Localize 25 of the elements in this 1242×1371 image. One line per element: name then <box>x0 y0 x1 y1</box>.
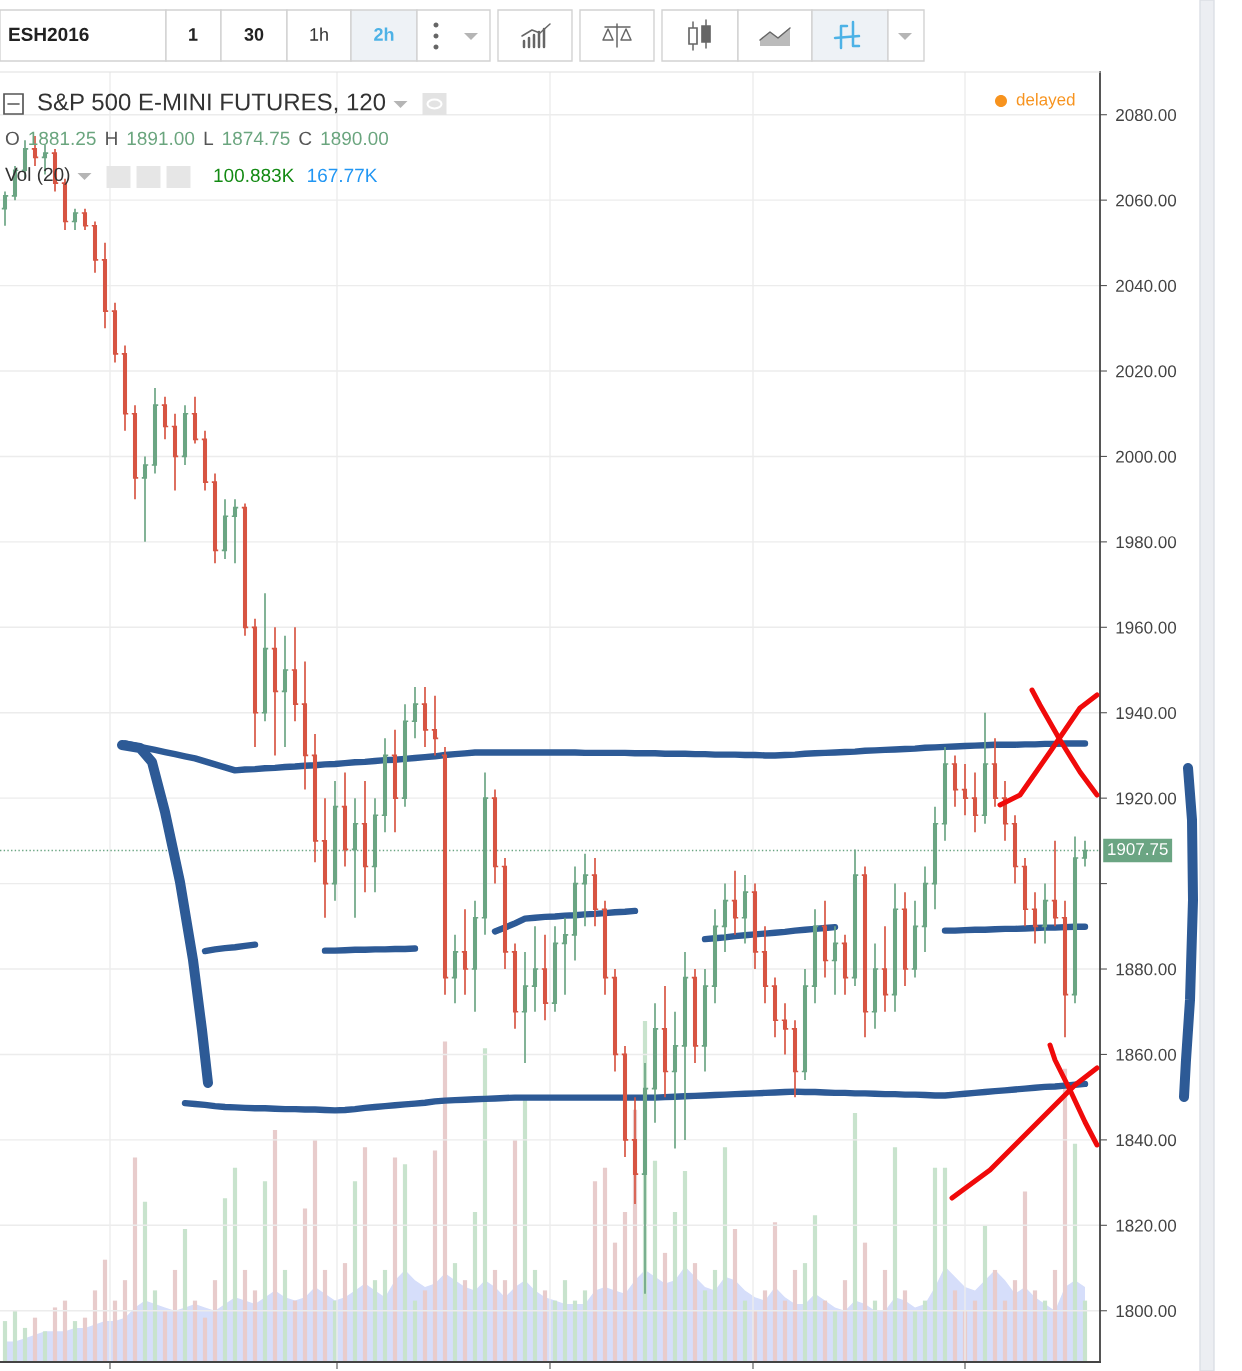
annotation: delayed <box>1016 93 1075 109</box>
y-tick-label: 1800.00 <box>1116 1305 1177 1318</box>
text: 1 <box>189 28 198 41</box>
y-tick-label: 2000.00 <box>1116 450 1177 463</box>
text: 1h <box>310 27 328 41</box>
y-tick-label: 1980.00 <box>1116 536 1177 549</box>
y-tick-label: 1940.00 <box>1116 707 1177 720</box>
y-tick-label: 1840.00 <box>1116 1134 1177 1147</box>
y-tick-label: 1920.00 <box>1116 792 1177 805</box>
annotation: 167.77K <box>308 168 378 183</box>
ref-line-label: 1907.75 <box>1108 843 1168 856</box>
y-tick-label: 1860.00 <box>1116 1048 1177 1061</box>
annotation: O 1881.25 H 1891.00 L 1874.75 C 1890.00 <box>5 131 389 146</box>
text: 30 <box>244 28 264 41</box>
y-tick-label: 2080.00 <box>1116 109 1177 122</box>
y-tick-label: 1880.00 <box>1116 963 1177 976</box>
text: ESH2016 <box>9 27 89 42</box>
text: S&P 500 E-MINI FUTURES, 120 <box>38 93 386 114</box>
y-tick-label: 2060.00 <box>1116 194 1177 207</box>
text: 2h <box>374 27 394 41</box>
annotation: 100.883K <box>214 168 295 183</box>
y-tick-label: 2040.00 <box>1116 279 1177 292</box>
y-tick-label: 1820.00 <box>1116 1219 1177 1232</box>
y-tick-label: 2020.00 <box>1116 365 1177 378</box>
y-tick-label: 1960.00 <box>1116 621 1177 634</box>
